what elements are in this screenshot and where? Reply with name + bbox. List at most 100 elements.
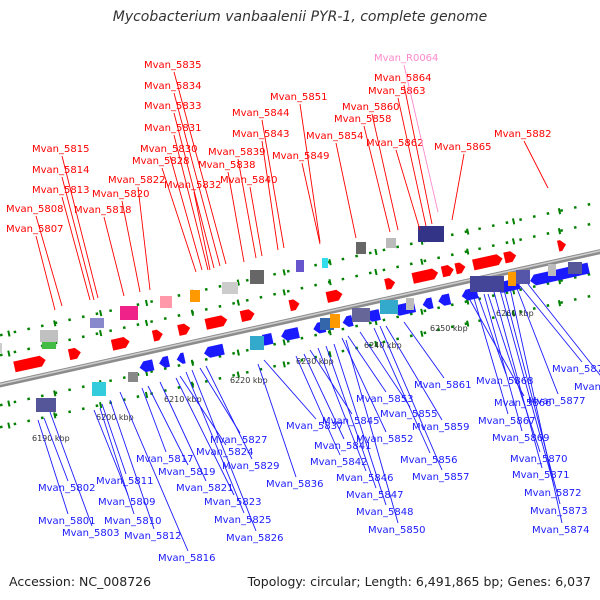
tick-mark [328,259,332,266]
gene-label-mvan_5826: Mvan_5826 [226,533,283,544]
gene-label-mvan_5836: Mvan_5836 [266,479,323,490]
gene-label-mvan_5818: Mvan_5818 [74,205,131,216]
tick-dot [314,283,318,287]
gene-label-mvan_5856: Mvan_5856 [400,455,457,466]
tick-dot [13,422,17,426]
gene-label-mvan_5866: Mvan_5866 [494,398,551,409]
summary-label: Topology: circular; Length: 6,491,865 bp… [247,574,591,589]
tick-dot [81,385,85,389]
tick-dot [560,300,564,304]
tick-dot [245,370,249,374]
leader-line [473,297,509,415]
tick-dot [27,347,31,351]
leader-line [261,119,285,249]
reverse-gene [281,327,300,341]
tick-dot [396,315,400,319]
tick-dot [368,271,372,275]
reverse-gene [176,352,186,364]
tick-mark [144,299,149,307]
reverse-gene [159,355,171,368]
leader-line [43,417,69,482]
gene-label-mvan_5846: Mvan_5846 [336,473,393,484]
feature-box [250,270,264,284]
tick-mark [466,298,470,305]
gene-label-mvan_5842: Mvan_5842 [310,457,367,468]
leader-line [347,335,387,393]
tick-mark [282,269,286,276]
tick-mark [7,422,11,429]
feature-box [352,308,370,322]
gene-label-mvan_5854: Mvan_5854 [306,131,363,142]
tick-dot [245,348,249,352]
gene-label-mvan_5801: Mvan_5801 [38,516,95,527]
tick-dot [40,324,44,328]
tick-dot [382,248,386,252]
tick-dot [573,225,577,229]
tick-mark [466,228,470,235]
feature-box [250,336,264,350]
tick-dot [245,298,249,302]
gene-label-mvan_5872: Mvan_5872 [524,488,581,499]
tick-mark [511,218,516,225]
track [13,240,566,373]
tick-mark [99,330,103,337]
tick-dot [355,324,359,328]
tick-mark [236,299,240,306]
feature-box [508,272,516,286]
gene-label-mvan_5807: Mvan_5807 [6,224,63,235]
tick-dot [273,364,277,368]
gene-label-mvan_5803: Mvan_5803 [62,528,119,539]
tick-dot [40,416,44,420]
reverse-gene [139,359,155,373]
gene-label-mvan_5871: Mvan_5871 [512,470,569,481]
tick-dot [382,340,386,344]
tick-dot [232,301,236,305]
leader-line [385,325,443,421]
leader-line [173,71,227,265]
leader-line [185,371,245,514]
tick-dot [341,257,345,261]
tick-label: 6260 kbp [496,309,534,318]
tick-dot [163,367,167,371]
tick-mark [7,350,11,357]
leader-line [371,113,399,231]
gene-label-mvan_5840: Mvan_5840 [220,175,277,186]
tick-dot [532,235,536,239]
leader-line [147,385,189,466]
gene-label-mvan_5831: Mvan_5831 [144,123,201,134]
leader-line [35,235,56,311]
gene-label-mvan_5812: Mvan_5812 [124,531,181,542]
leader-line [359,331,411,408]
tick-dot [286,361,290,365]
tick-label: 6200 kbp [96,413,134,422]
tick-dot [573,297,577,301]
gene-label-mvan_5845: Mvan_5845 [322,416,379,427]
tick-dot [491,244,495,248]
leader-line [335,142,357,239]
leader-line [379,325,443,471]
leader-line [527,283,600,376]
tick-mark [328,351,332,358]
leader-line [37,419,69,515]
feature-box [92,382,106,396]
leader-line [345,339,399,524]
tick-dot [286,269,290,273]
tick-dot [478,247,482,251]
gene-label-mvan_5835: Mvan_5835 [144,60,201,71]
gene-label-mvan_5850: Mvan_5850 [368,525,425,536]
tick-dot [546,212,550,215]
leader-line [99,407,135,515]
gene-label-mvan_5841: Mvan_5841 [314,441,371,452]
gene-label-mvan_5863: Mvan_5863 [368,86,425,97]
gene-label-mvan_5877: Mvan_5877 [528,396,585,407]
tick-dot [409,242,413,246]
forward-gene [110,337,130,351]
leader-line [249,186,263,257]
feature-box [190,290,200,302]
gene-label-mvan_5868: Mvan_5868 [476,376,533,387]
tick-label: 6230 kbp [296,357,334,366]
gene-label-mvan_5858: Mvan_5858 [334,114,391,125]
tick-mark [557,208,562,215]
tick-dot [368,321,372,325]
tick-label: 6240 kbp [364,341,402,350]
